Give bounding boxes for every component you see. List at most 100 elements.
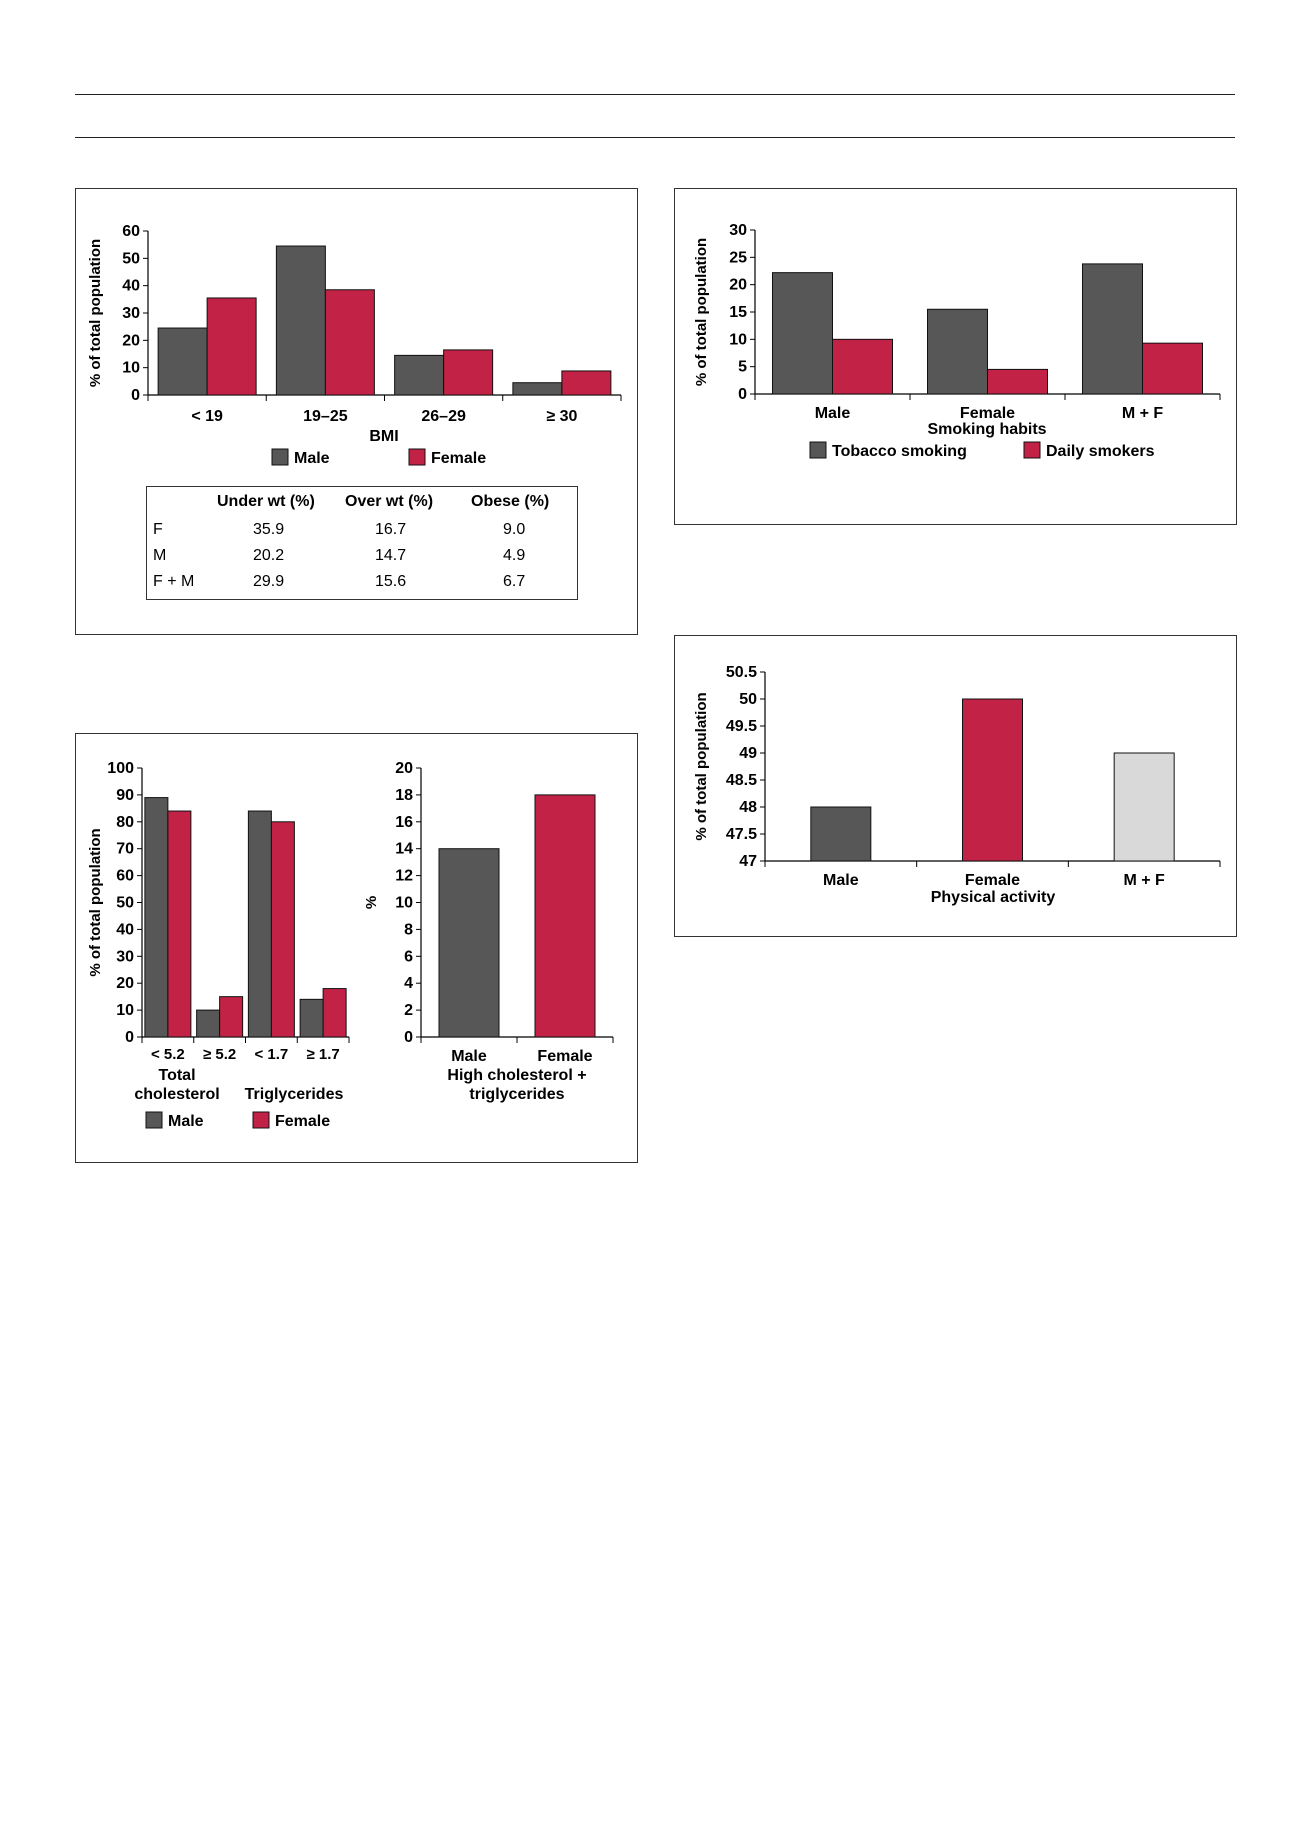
y-tick-label: 20	[395, 760, 413, 777]
x-tick-label: ≥ 30	[546, 408, 577, 425]
legend-swatch	[408, 448, 426, 466]
legend-swatch	[809, 441, 827, 459]
table-cell: 6.7	[503, 573, 526, 590]
bar-male	[144, 797, 169, 1038]
bar-daily-smokers	[1142, 342, 1203, 395]
bar-female	[324, 289, 375, 396]
x-tick-label: Male	[451, 1048, 487, 1065]
y-tick-label: 50	[122, 250, 140, 267]
legend-label: Male	[168, 1113, 204, 1130]
y-tick-label: 40	[116, 921, 134, 938]
y-tick-label: 90	[116, 787, 134, 804]
bar-high-cholesterol	[438, 848, 500, 1038]
bar-female	[206, 297, 257, 396]
y-tick-label: 30	[122, 305, 140, 322]
bar-daily-smokers	[987, 368, 1048, 395]
table-header-under: Under wt (%)	[217, 493, 315, 510]
x-tick-label: ≥ 1.7	[306, 1046, 339, 1063]
table-row-label: F	[153, 521, 163, 538]
y-tick-label: 0	[738, 386, 747, 403]
y-tick-label: 8	[404, 921, 413, 938]
bar-female	[270, 821, 295, 1038]
x-tick-label: Female	[965, 872, 1020, 889]
table-row-label: M	[153, 547, 167, 564]
bar-physical-activity	[962, 698, 1023, 862]
y-tick-label: 0	[125, 1029, 134, 1046]
y-tick-label: 50	[739, 691, 757, 708]
y-tick-label: 48	[739, 799, 757, 816]
x-axis-label: High cholesterol +	[447, 1067, 586, 1084]
bar-tobacco-smoking	[927, 308, 988, 395]
y-tick-label: 47.5	[726, 826, 757, 843]
table-cell: 29.9	[253, 573, 285, 590]
x-tick-label: Male	[823, 872, 859, 889]
y-tick-label: 50.5	[726, 664, 757, 681]
y-tick-label: 47	[739, 853, 757, 870]
bmi-chart-panel: 0 10 20 30 40 50 60 % of total population < 19 19…	[75, 188, 638, 635]
bar-tobacco-smoking	[772, 272, 833, 395]
bar-tobacco-smoking	[1082, 263, 1143, 395]
physical-activity-chart: 47 47.5 48 48.5 49 49.5 50 50.5 % of total popul…	[693, 664, 1221, 906]
smoking-chart-panel: 0 5 10 15 20 25 30 % of total population Male Fem…	[674, 188, 1237, 525]
y-tick-label: 10	[395, 895, 413, 912]
y-tick-label: 4	[404, 975, 413, 992]
header-rule-top	[75, 94, 1235, 95]
y-tick-label: 0	[131, 387, 140, 404]
x-axis-label: BMI	[369, 428, 398, 445]
y-tick-label: 5	[738, 359, 747, 376]
bar-male	[299, 998, 324, 1038]
bar-male	[512, 382, 563, 396]
bar-female	[219, 996, 244, 1038]
x-tick-label: Male	[815, 405, 851, 422]
y-axis-label: % of total population	[87, 828, 104, 976]
legend-swatch	[271, 448, 289, 466]
table-cell: 35.9	[253, 521, 285, 538]
x-tick-label: 19–25	[303, 408, 348, 425]
bar-male	[157, 327, 208, 396]
y-tick-label: 2	[404, 1002, 413, 1019]
y-tick-label: 60	[116, 868, 134, 885]
y-tick-label: 10	[116, 1002, 134, 1019]
y-tick-label: 20	[116, 975, 134, 992]
bar-physical-activity	[810, 806, 872, 862]
legend-label: Tobacco smoking	[832, 443, 967, 460]
y-axis-label: % of total population	[693, 692, 710, 840]
x-tick-label: < 5.2	[151, 1046, 185, 1063]
group-label: cholesterol	[134, 1086, 219, 1103]
y-axis-label: % of total population	[693, 238, 710, 386]
table-cell: 15.6	[375, 573, 407, 590]
y-axis-label: % of total population	[87, 239, 104, 387]
y-tick-label: 48.5	[726, 772, 757, 789]
physical-activity-chart-panel: 47 47.5 48 48.5 49 49.5 50 50.5 % of total popul…	[674, 635, 1237, 937]
group-label: Total	[158, 1067, 195, 1084]
legend-label: Female	[275, 1113, 330, 1130]
y-tick-label: 12	[395, 868, 413, 885]
bar-physical-activity	[1113, 752, 1175, 862]
table-cell: 9.0	[503, 521, 526, 538]
x-axis-label: Physical activity	[931, 889, 1056, 906]
table-cell: 14.7	[375, 547, 407, 564]
y-tick-label: 40	[122, 278, 140, 295]
legend-label: Female	[431, 450, 486, 467]
y-tick-label: 10	[122, 360, 140, 377]
y-tick-label: 80	[116, 814, 134, 831]
y-tick-label: 16	[395, 814, 413, 831]
y-tick-label: 25	[729, 249, 747, 266]
x-tick-label: Female	[537, 1048, 592, 1065]
y-tick-label: 6	[404, 948, 413, 965]
bar-male	[275, 245, 326, 396]
bar-female	[561, 370, 612, 396]
y-tick-label: 20	[122, 332, 140, 349]
table-header-over: Over wt (%)	[345, 493, 434, 510]
bar-male	[196, 1009, 221, 1038]
x-axis-label: triglycerides	[469, 1086, 564, 1103]
smoking-chart: 0 5 10 15 20 25 30 % of total population Male Fem…	[693, 222, 1221, 460]
y-tick-label: 30	[116, 948, 134, 965]
y-tick-label: 0	[404, 1029, 413, 1046]
legend-swatch	[252, 1111, 270, 1129]
y-tick-label: 49	[739, 745, 757, 762]
group-label: Triglycerides	[245, 1086, 344, 1103]
x-tick-label: 26–29	[421, 408, 466, 425]
bar-daily-smokers	[832, 338, 893, 395]
